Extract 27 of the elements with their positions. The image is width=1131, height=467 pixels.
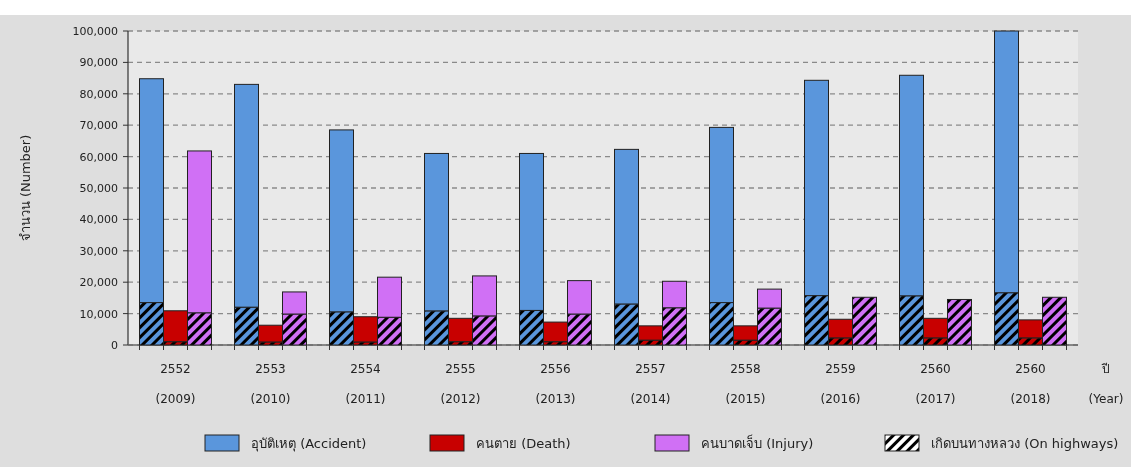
legend-label: คนตาย (Death): [476, 436, 571, 451]
category-label: 2556 (2013): [535, 362, 576, 406]
category-label: 2553 (2010): [250, 362, 291, 406]
category-label: 2557 (2014): [630, 362, 671, 406]
legend-label: อุบัติเหตุ (Accident): [251, 436, 367, 452]
y-tick-label: 90,000: [79, 56, 118, 70]
category-label: 2558 (2015): [725, 362, 766, 406]
y-axis-title: จำนวน (Number): [18, 134, 33, 242]
y-tick-label: 80,000: [79, 87, 118, 101]
y-tick-label: 40,000: [79, 213, 118, 227]
text: เกิดบนทางหลวง (On highways): [931, 436, 1119, 451]
y-tick-label: 50,000: [79, 182, 118, 195]
y-tick-label: 30,000: [79, 244, 118, 258]
y-tick-label: 0: [111, 339, 118, 352]
y-tick-label: 20,000: [79, 276, 118, 290]
category-label: 2560 (2017): [915, 362, 956, 406]
y-tick-label: 60,000: [79, 150, 118, 164]
category-label: 2560 (2018): [1010, 362, 1051, 406]
category-label: 2554 (2011): [345, 362, 386, 406]
category-label: 2555 (2012): [440, 362, 481, 406]
y-tick-label: 10,000: [79, 307, 118, 321]
category-label: 2559 (2016): [820, 362, 861, 406]
y-tick-label: 100,000: [72, 25, 118, 38]
legend-label: คนบาดเจ็บ (Injury): [701, 434, 814, 451]
text: ปี (Year): [1088, 362, 1124, 406]
category-label: 2552 (2009): [155, 362, 196, 406]
y-tick-label: 70,000: [79, 119, 118, 133]
